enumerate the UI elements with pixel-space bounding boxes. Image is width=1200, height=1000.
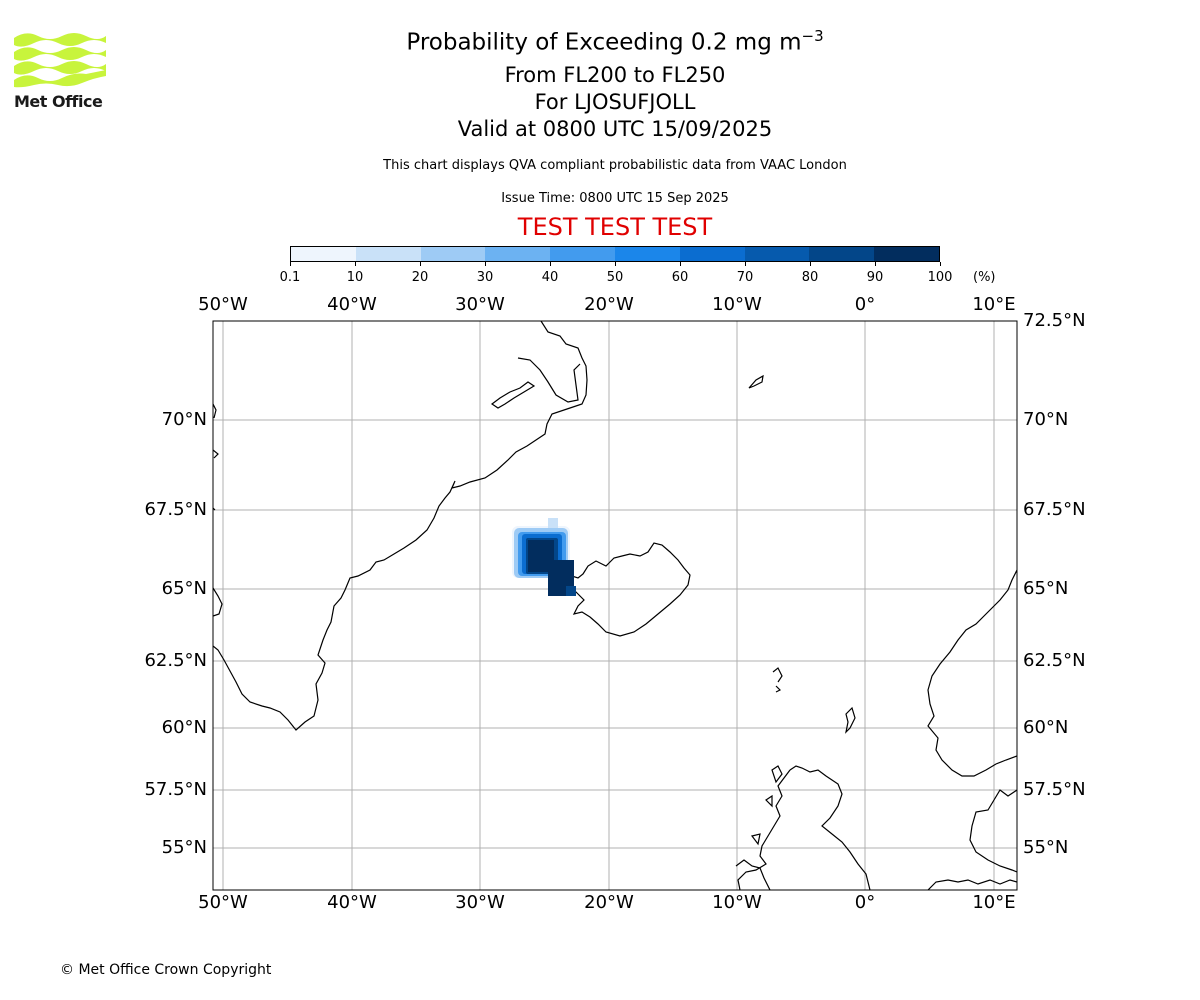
colorbar-segment-3	[485, 247, 551, 261]
colorbar-tick	[420, 262, 421, 266]
coastline-jan-mayen	[748, 374, 764, 389]
lon-label-bottom: 20°W	[584, 892, 634, 913]
colorbar-tick-label: 50	[606, 270, 624, 285]
lat-label-right: 62.5°N	[1023, 650, 1086, 671]
copyright-notice: © Met Office Crown Copyright	[60, 962, 272, 978]
colorbar-segment-2	[420, 247, 486, 261]
colorbar-tick-label: 20	[411, 270, 429, 285]
lat-label-left: 57.5°N	[144, 779, 207, 800]
map-frame	[212, 320, 1018, 891]
test-banner: TEST TEST TEST	[517, 213, 713, 241]
chart-title: Probability of Exceeding 0.2 mg m−3	[406, 27, 824, 56]
colorbar-tick-label: 80	[801, 270, 819, 285]
coastline-shetland	[845, 706, 856, 734]
issue-time: Issue Time: 0800 UTC 15 Sep 2025	[501, 191, 729, 206]
chart-description: This chart displays QVA compliant probab…	[383, 158, 847, 173]
flight-level-range: From FL200 to FL250	[504, 63, 726, 87]
lon-label-bottom: 50°W	[198, 892, 248, 913]
lon-label-top: 10°W	[712, 294, 762, 315]
lon-label-top: 30°W	[455, 294, 505, 315]
probability-colorbar	[290, 246, 940, 262]
colorbar-tick	[680, 262, 681, 266]
colorbar-tick-label: 10	[346, 270, 364, 285]
colorbar-segment-5	[614, 247, 680, 261]
coastline-faroes	[772, 667, 783, 693]
coastline-iceland	[565, 542, 691, 637]
lon-label-bottom: 40°W	[327, 892, 377, 913]
colorbar-unit: (%)	[973, 270, 996, 285]
valid-time: Valid at 0800 UTC 15/09/2025	[457, 117, 773, 141]
lon-label-bottom: 10°E	[972, 892, 1016, 913]
lat-label-left: 70°N	[161, 409, 207, 430]
colorbar-tick	[485, 262, 486, 266]
colorbar-tick	[810, 262, 811, 266]
colorbar-segment-4	[550, 247, 615, 261]
lat-label-right: 70°N	[1023, 409, 1069, 430]
colorbar-tick-label: 40	[541, 270, 559, 285]
colorbar-tick	[745, 262, 746, 266]
lat-label-left: 60°N	[161, 717, 207, 738]
lat-label-left: 65°N	[161, 578, 207, 599]
colorbar-segment-0	[291, 247, 356, 261]
colorbar-segment-9	[874, 247, 939, 261]
colorbar-tick-label: 60	[671, 270, 689, 285]
colorbar-tick	[615, 262, 616, 266]
map-background	[213, 321, 1017, 890]
lon-label-bottom: 30°W	[455, 892, 505, 913]
lon-label-top: 10°E	[972, 294, 1016, 315]
lat-label-left: 67.5°N	[144, 499, 207, 520]
lon-label-bottom: 0°	[854, 892, 876, 913]
coastline-hebrides	[750, 765, 783, 846]
lon-label-top: 20°W	[584, 294, 634, 315]
lat-label-right: 60°N	[1023, 717, 1069, 738]
colorbar-tick	[290, 262, 291, 266]
coastline-denmark	[927, 879, 1017, 890]
colorbar-tick-label: 70	[736, 270, 754, 285]
colorbar-tick	[875, 262, 876, 266]
lat-label-right: 67.5°N	[1023, 499, 1086, 520]
coastline-ireland-north	[735, 859, 771, 890]
logo-wordmark: Met Office	[14, 92, 103, 111]
coastline-scotland	[737, 765, 871, 890]
lat-label-left: 62.5°N	[144, 650, 207, 671]
coastline-greenland-fjord-2	[517, 357, 581, 403]
colorbar-segment-8	[809, 247, 875, 261]
colorbar-segment-7	[744, 247, 810, 261]
graticule	[213, 321, 1017, 890]
colorbar-tick-label: 90	[866, 270, 884, 285]
colorbar-tick-label: 100	[927, 270, 953, 285]
colorbar-tick	[550, 262, 551, 266]
coastline-sweden	[969, 789, 1017, 873]
colorbar-tick	[355, 262, 356, 266]
ash-probability-plume	[512, 518, 576, 596]
colorbar-tick-label: 30	[476, 270, 494, 285]
coastline-greenland-west	[213, 587, 223, 617]
lat-label-right: 55°N	[1023, 837, 1069, 858]
met-office-wave-icon	[14, 33, 106, 88]
coastline-greenland-fjord	[490, 381, 536, 409]
coastline-greenland	[213, 321, 588, 731]
coastline-norway	[927, 569, 1017, 777]
colorbar-tick	[940, 262, 941, 266]
lat-label-left: 55°N	[161, 837, 207, 858]
colorbar-segment-1	[355, 247, 421, 261]
lon-label-top: 0°	[854, 294, 876, 315]
lon-label-top: 40°W	[327, 294, 377, 315]
volcano-name: For LJOSUFJOLL	[534, 90, 696, 114]
lon-label-top: 50°W	[198, 294, 248, 315]
lat-label-right: 65°N	[1023, 578, 1069, 599]
lon-label-bottom: 10°W	[712, 892, 762, 913]
lat-label-right: 72.5°N	[1023, 310, 1086, 331]
met-office-logo: Met Office	[14, 30, 110, 112]
lat-label-right: 57.5°N	[1023, 779, 1086, 800]
coastlines	[213, 321, 1017, 890]
colorbar-tick-label: 0.1	[279, 270, 301, 285]
colorbar-segment-6	[679, 247, 745, 261]
